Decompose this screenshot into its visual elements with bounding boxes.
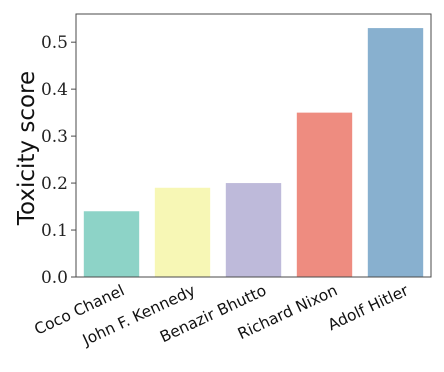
bars-group bbox=[83, 28, 424, 278]
plot-frame bbox=[75, 13, 432, 278]
y-axis-title: Toxicity score bbox=[14, 71, 40, 226]
y-tick-label-2: 0.2 bbox=[41, 174, 68, 194]
y-tick-label-0: 0.0 bbox=[41, 268, 68, 288]
bar-3 bbox=[296, 112, 353, 277]
bar-1 bbox=[154, 187, 211, 277]
x-tick-label-4: Adolf Hitler bbox=[325, 281, 412, 334]
y-tick-label-1: 0.1 bbox=[41, 221, 68, 241]
y-axis-ticks: 0.0 0.1 0.2 0.3 0.4 0.5 bbox=[41, 33, 76, 288]
bar-2 bbox=[225, 183, 282, 277]
y-tick-label-3: 0.3 bbox=[41, 127, 68, 147]
y-tick-label-5: 0.5 bbox=[41, 33, 68, 53]
bar-0 bbox=[83, 211, 140, 277]
y-tick-label-4: 0.4 bbox=[41, 80, 68, 100]
bar-4 bbox=[367, 28, 424, 278]
